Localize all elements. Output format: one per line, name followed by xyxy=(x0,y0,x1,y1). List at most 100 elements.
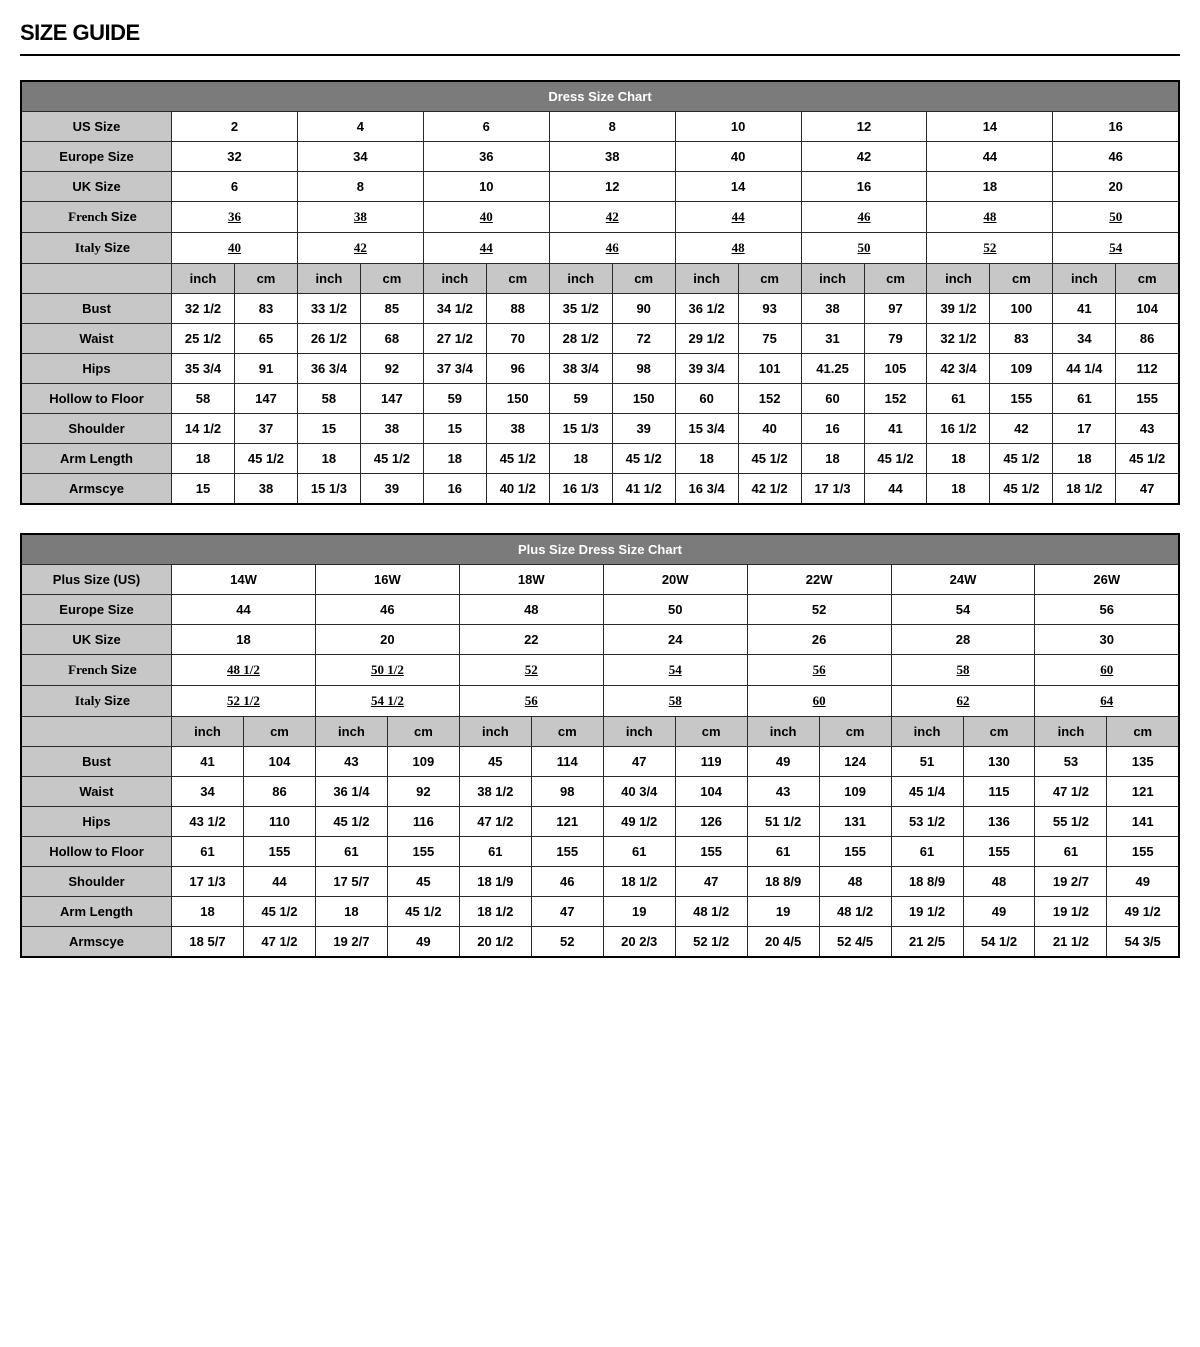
unit-cm: cm xyxy=(234,264,297,294)
measurement-value: 18 xyxy=(549,444,612,474)
row-label: French Size xyxy=(21,202,172,233)
size-value: 24 xyxy=(603,625,747,655)
measurement-value: 41 1/2 xyxy=(612,474,675,505)
measurement-value: 136 xyxy=(963,807,1035,837)
size-row: UK Size18202224262830 xyxy=(21,625,1179,655)
unit-inch: inch xyxy=(172,717,244,747)
measurement-value: 46 xyxy=(531,867,603,897)
size-value: 16W xyxy=(315,565,459,595)
measurement-value: 61 xyxy=(603,837,675,867)
measurement-value: 45 1/2 xyxy=(486,444,549,474)
size-value: 14W xyxy=(172,565,316,595)
measurement-value: 52 4/5 xyxy=(819,927,891,958)
measurement-value: 101 xyxy=(738,354,801,384)
measurement-value: 35 1/2 xyxy=(549,294,612,324)
measurement-value: 96 xyxy=(486,354,549,384)
measurement-value: 18 xyxy=(315,897,387,927)
unit-cm: cm xyxy=(990,264,1053,294)
unit-cm: cm xyxy=(243,717,315,747)
size-value: 48 xyxy=(459,595,603,625)
measurement-value: 85 xyxy=(360,294,423,324)
measurement-value: 34 xyxy=(172,777,244,807)
measurement-row: Arm Length1845 1/21845 1/21845 1/21845 1… xyxy=(21,444,1179,474)
measurement-value: 49 xyxy=(387,927,459,958)
measurement-value: 16 xyxy=(423,474,486,505)
measurement-value: 45 1/2 xyxy=(360,444,423,474)
size-value: 44 xyxy=(172,595,316,625)
measurement-value: 42 1/2 xyxy=(738,474,801,505)
table-title-row: Dress Size Chart xyxy=(21,81,1179,112)
size-value: 50 xyxy=(603,595,747,625)
measurement-value: 34 1/2 xyxy=(423,294,486,324)
size-value: 50 xyxy=(801,233,927,264)
measurement-value: 51 1/2 xyxy=(747,807,819,837)
measurement-value: 147 xyxy=(360,384,423,414)
measurement-value: 83 xyxy=(234,294,297,324)
measurement-value: 61 xyxy=(747,837,819,867)
measurement-label: Bust xyxy=(21,294,172,324)
measurement-value: 43 xyxy=(315,747,387,777)
measurement-value: 18 xyxy=(675,444,738,474)
size-value: 44 xyxy=(927,142,1053,172)
measurement-value: 45 1/2 xyxy=(243,897,315,927)
unit-cm: cm xyxy=(1116,264,1179,294)
row-label: Europe Size xyxy=(21,142,172,172)
size-value: 40 xyxy=(423,202,549,233)
measurement-value: 53 xyxy=(1035,747,1107,777)
size-value: 40 xyxy=(172,233,298,264)
empty-label xyxy=(21,264,172,294)
measurement-value: 141 xyxy=(1107,807,1179,837)
unit-cm: cm xyxy=(387,717,459,747)
unit-header-row: inchcminchcminchcminchcminchcminchcminch… xyxy=(21,717,1179,747)
measurement-value: 40 xyxy=(738,414,801,444)
size-table: Dress Size ChartUS Size246810121416Europ… xyxy=(20,80,1180,505)
size-value: 16 xyxy=(801,172,927,202)
measurement-value: 19 2/7 xyxy=(315,927,387,958)
measurement-value: 100 xyxy=(990,294,1053,324)
unit-cm: cm xyxy=(819,717,891,747)
measurement-value: 115 xyxy=(963,777,1035,807)
measurement-value: 79 xyxy=(864,324,927,354)
measurement-value: 61 xyxy=(891,837,963,867)
measurement-value: 16 xyxy=(801,414,864,444)
size-value: 2 xyxy=(172,112,298,142)
measurement-value: 86 xyxy=(243,777,315,807)
measurement-value: 65 xyxy=(234,324,297,354)
measurement-value: 51 xyxy=(891,747,963,777)
measurement-value: 150 xyxy=(612,384,675,414)
size-value: 10 xyxy=(675,112,801,142)
measurement-value: 45 1/2 xyxy=(864,444,927,474)
size-value: 44 xyxy=(423,233,549,264)
size-row: Italy Size4042444648505254 xyxy=(21,233,1179,264)
measurement-value: 45 1/2 xyxy=(1116,444,1179,474)
measurement-value: 19 2/7 xyxy=(1035,867,1107,897)
measurement-value: 60 xyxy=(801,384,864,414)
unit-inch: inch xyxy=(747,717,819,747)
size-value: 54 xyxy=(603,655,747,686)
measurement-value: 155 xyxy=(990,384,1053,414)
measurement-value: 19 1/2 xyxy=(1035,897,1107,927)
measurement-value: 61 xyxy=(927,384,990,414)
measurement-value: 15 xyxy=(172,474,235,505)
size-value: 44 xyxy=(675,202,801,233)
measurement-value: 152 xyxy=(864,384,927,414)
size-value: 8 xyxy=(549,112,675,142)
measurement-value: 40 1/2 xyxy=(486,474,549,505)
measurement-value: 38 3/4 xyxy=(549,354,612,384)
measurement-value: 83 xyxy=(990,324,1053,354)
measurement-value: 47 1/2 xyxy=(459,807,531,837)
measurement-value: 29 1/2 xyxy=(675,324,738,354)
size-value: 14 xyxy=(927,112,1053,142)
measurement-value: 119 xyxy=(675,747,747,777)
measurement-value: 47 1/2 xyxy=(1035,777,1107,807)
measurement-value: 41.25 xyxy=(801,354,864,384)
measurement-value: 17 xyxy=(1053,414,1116,444)
measurement-value: 18 8/9 xyxy=(891,867,963,897)
unit-inch: inch xyxy=(891,717,963,747)
measurement-label: Waist xyxy=(21,324,172,354)
measurement-value: 98 xyxy=(531,777,603,807)
measurement-label: Waist xyxy=(21,777,172,807)
measurement-value: 135 xyxy=(1107,747,1179,777)
measurement-value: 37 xyxy=(234,414,297,444)
measurement-value: 18 xyxy=(297,444,360,474)
